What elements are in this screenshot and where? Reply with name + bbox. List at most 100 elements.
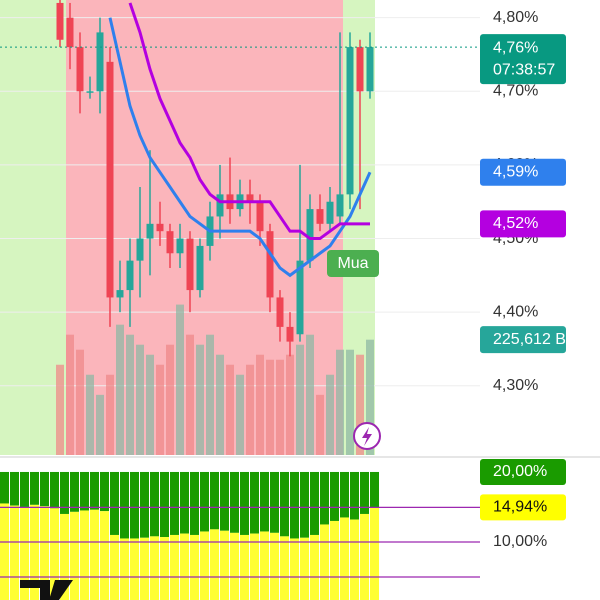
volume-bar (326, 374, 334, 455)
indicator-bar (100, 511, 109, 600)
volume-bar (66, 334, 74, 455)
indicator-top (220, 471, 229, 531)
indicator-top (170, 471, 179, 535)
indicator-top (20, 471, 29, 507)
candle-body (56, 2, 64, 40)
candle-body (306, 209, 314, 261)
candle-body (76, 47, 84, 92)
indicator-top (60, 471, 69, 514)
indicator-top (140, 471, 149, 538)
indicator-bar (130, 538, 139, 600)
candle-body (356, 47, 364, 92)
candle-body (66, 17, 74, 48)
indicator-bar (40, 506, 49, 600)
indicator-bar (320, 524, 329, 600)
last-price-tag-label: 4,76% (493, 39, 538, 56)
indicator-top (10, 471, 19, 506)
moving-average (108, 17, 372, 278)
indicator-bar (80, 510, 89, 600)
volume-bar (346, 349, 354, 455)
indicator-top (90, 471, 99, 510)
signal-tag (327, 250, 379, 277)
candle-body (116, 290, 124, 298)
indicator-bar (280, 536, 289, 600)
candle-body (286, 326, 294, 342)
indicator-bar (120, 538, 129, 600)
candle-body (186, 238, 194, 291)
indicator-bar (310, 534, 319, 600)
ma-tag-label: 4,52% (493, 215, 538, 232)
plot: Mua (0, 0, 480, 600)
indicator-top (310, 471, 319, 535)
candle-body (366, 47, 374, 92)
candle-body (256, 201, 264, 232)
volume-bar (266, 359, 274, 455)
indicator-top (350, 471, 359, 520)
ma-tag (480, 210, 566, 238)
volume-bar (176, 304, 184, 455)
indicator-top (330, 471, 339, 521)
indicator-top (130, 471, 139, 539)
volume-bar (216, 354, 224, 455)
indicator-top (210, 471, 219, 530)
indicator-bar (220, 530, 229, 600)
indicator-top (260, 471, 269, 532)
indicator-top (230, 471, 239, 533)
indicator-top (70, 471, 79, 512)
volume-bar (206, 334, 214, 455)
candle-body (136, 238, 144, 261)
indicator-bar (300, 537, 309, 600)
indicator-bar (330, 520, 339, 600)
candle-body (296, 260, 304, 335)
volume-bar (146, 354, 154, 455)
indicator-top (40, 471, 49, 507)
indicator-bar (90, 509, 99, 600)
candle-body (326, 201, 334, 224)
indicator-bar (240, 534, 249, 600)
volume-bar (316, 394, 324, 455)
indicator-top (370, 471, 379, 508)
indicator-bar (290, 538, 299, 600)
candle-body (146, 223, 154, 239)
indicator-bar (230, 532, 239, 600)
indicator-top (50, 471, 59, 509)
ma-tag (480, 158, 566, 186)
volume-bar (236, 374, 244, 455)
indicator-top (270, 471, 279, 533)
indicator-top (280, 471, 289, 537)
volume-bar (96, 394, 104, 455)
y-tick-label: 4,30% (493, 377, 538, 394)
volume-bar (166, 344, 174, 455)
indicator-bar (150, 536, 159, 600)
volume-bar (116, 324, 124, 455)
indicator-bar (60, 513, 69, 600)
indicator-top (250, 471, 259, 534)
indicator-bar (190, 534, 199, 600)
y-tick-label: 20,00% (493, 463, 547, 480)
volume-bar (246, 364, 254, 455)
volume-bar (256, 354, 264, 455)
indicator-top (160, 471, 169, 538)
volume-bar (106, 374, 114, 455)
indicator-top (290, 471, 299, 539)
candle-body (166, 231, 174, 254)
volume-bar (226, 364, 234, 455)
indicator-top (240, 471, 249, 535)
volume-bar (286, 354, 294, 455)
volume-tag (480, 326, 566, 354)
indicator-top (0, 471, 9, 504)
indicator-bar (110, 534, 119, 600)
bull-zone (0, 0, 66, 455)
volume-bar (366, 339, 374, 455)
volume-bar (126, 334, 134, 455)
volume-bar (76, 349, 84, 455)
indicator-value-tag (480, 494, 566, 521)
indicator-top (80, 471, 89, 511)
y-tick-label: 4,40% (493, 303, 538, 320)
indicator-value-label: 14,94% (493, 499, 547, 516)
candle-body (86, 91, 94, 93)
indicator-bar (210, 529, 219, 600)
indicator-top (110, 471, 119, 535)
